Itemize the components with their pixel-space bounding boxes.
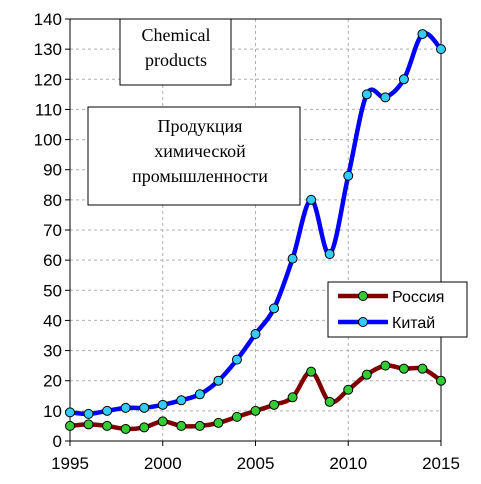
x-tick-label: 2005 (237, 454, 275, 473)
marker (213, 375, 224, 386)
marker (83, 408, 94, 419)
marker (194, 420, 205, 431)
y-tick-label: 140 (34, 10, 62, 29)
y-tick-label: 130 (34, 40, 62, 59)
y-tick-label: 120 (34, 70, 62, 89)
x-tick-label: 2000 (144, 454, 182, 473)
marker (194, 389, 205, 400)
y-tick-label: 100 (34, 131, 62, 150)
annotation: Продукция (158, 116, 243, 136)
marker (65, 407, 75, 418)
marker (83, 419, 94, 430)
y-tick-label: 70 (43, 221, 62, 240)
x-tick-label: 2010 (329, 454, 367, 473)
marker (250, 328, 261, 339)
y-tick-label: 0 (53, 432, 62, 451)
marker (417, 29, 428, 40)
marker (324, 396, 335, 407)
marker (436, 375, 446, 386)
marker (436, 44, 446, 55)
marker (343, 170, 354, 181)
marker (417, 363, 428, 374)
marker (65, 420, 75, 431)
marker (231, 411, 242, 422)
annotation: промышленности (132, 166, 268, 186)
marker (139, 402, 150, 413)
x-tick-label: 2015 (422, 454, 460, 473)
marker (361, 89, 372, 100)
legend-marker (358, 291, 368, 301)
annotation: химической (154, 141, 246, 161)
annotation: Chemical (142, 25, 211, 45)
marker (287, 392, 298, 403)
marker (287, 253, 298, 264)
y-tick-label: 20 (43, 372, 62, 391)
marker (120, 402, 131, 413)
marker (306, 366, 317, 377)
legend-label: Россия (392, 289, 444, 306)
y-tick-label: 110 (35, 100, 62, 119)
legend-box (327, 281, 468, 338)
marker (380, 92, 391, 103)
series-line (69, 31, 443, 417)
marker (102, 405, 113, 416)
marker (398, 74, 409, 85)
marker (269, 303, 280, 314)
annotation: products (145, 50, 207, 70)
marker (306, 194, 317, 205)
marker (139, 422, 150, 433)
annotation-box (87, 106, 301, 206)
y-tick-label: 60 (43, 251, 62, 270)
marker (231, 354, 242, 365)
legend-marker (358, 317, 368, 327)
legend-label: Китай (392, 315, 435, 332)
marker (361, 369, 372, 380)
marker (380, 360, 391, 371)
marker (120, 423, 131, 434)
plot-frame (69, 18, 442, 442)
y-tick-label: 40 (43, 311, 62, 330)
y-tick-label: 10 (43, 402, 62, 421)
marker (250, 405, 261, 416)
marker (269, 399, 280, 410)
marker (324, 249, 335, 260)
y-tick-label: 30 (43, 342, 62, 361)
marker (343, 384, 354, 395)
marker (398, 363, 409, 374)
marker (176, 420, 187, 431)
marker (176, 395, 187, 406)
marker (157, 416, 168, 427)
y-tick-label: 80 (43, 191, 62, 210)
marker (213, 417, 224, 428)
marker (102, 420, 113, 431)
y-tick-label: 90 (43, 161, 62, 180)
marker (157, 399, 168, 410)
x-tick-label: 1995 (51, 454, 89, 473)
annotation-box (119, 18, 232, 86)
y-tick-label: 50 (43, 281, 62, 300)
